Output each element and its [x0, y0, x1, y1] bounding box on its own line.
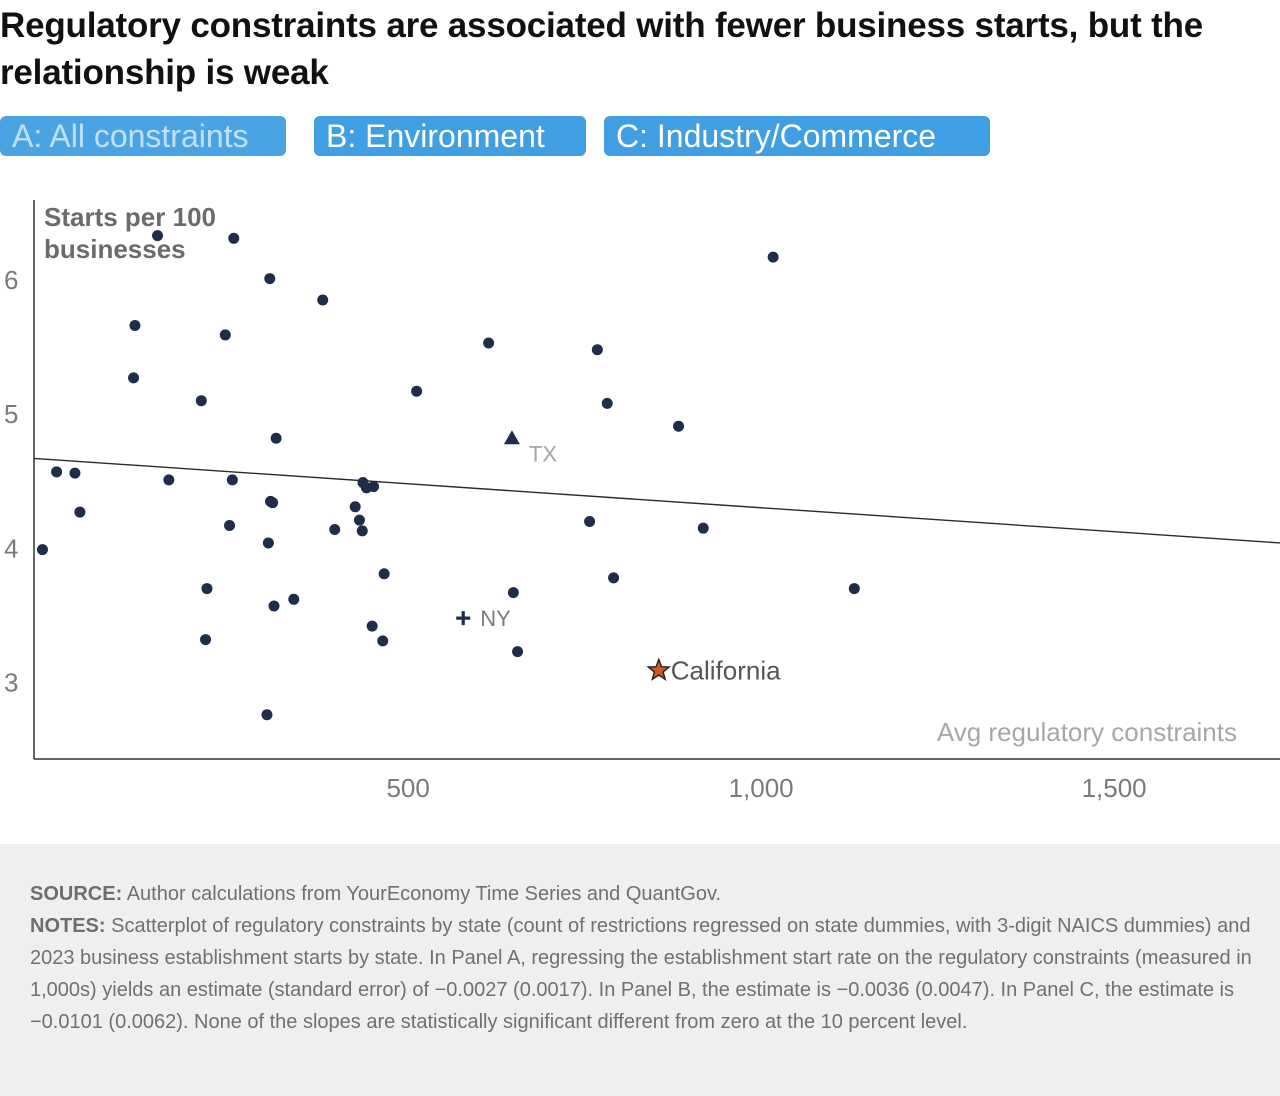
x-tick-label: 500	[386, 773, 429, 803]
data-point	[673, 420, 685, 432]
data-point	[377, 635, 389, 647]
tx-triangle-marker	[503, 430, 520, 445]
x-tick-label: 1,000	[729, 773, 794, 803]
data-point	[848, 583, 860, 595]
source-text: Author calculations from YourEconomy Tim…	[122, 883, 722, 905]
y-tick-label: 5	[4, 399, 18, 429]
y-axis-label-line-1: Starts per 100	[44, 202, 216, 232]
x-axis-label: Avg regulatory constraints	[937, 717, 1237, 747]
data-point	[201, 583, 213, 595]
data-point	[366, 620, 378, 632]
data-point	[152, 230, 164, 242]
data-point	[51, 466, 63, 478]
source-label: SOURCE:	[30, 883, 123, 905]
data-point	[697, 522, 709, 534]
ny-label: NY	[480, 606, 511, 631]
footer-text: SOURCE: Author calculations from YourEco…	[30, 878, 1260, 1038]
data-point	[483, 337, 495, 349]
data-point	[128, 372, 140, 384]
data-point	[267, 497, 279, 509]
data-point	[512, 646, 524, 658]
data-point	[129, 320, 141, 332]
data-point	[163, 474, 175, 486]
data-point	[378, 568, 390, 580]
axes: 3 4 5 6 500 1,000 1,500	[4, 200, 1280, 803]
data-point	[767, 251, 779, 263]
data-point	[353, 514, 365, 526]
data-point	[411, 385, 423, 397]
data-point	[584, 515, 596, 527]
data-point	[264, 273, 276, 285]
tab-all-constraints[interactable]: A: All constraints	[0, 116, 286, 156]
data-point	[228, 232, 240, 244]
tab-environment[interactable]: B: Environment	[314, 116, 586, 156]
data-point	[74, 506, 86, 518]
data-point	[349, 501, 361, 513]
data-point	[200, 634, 212, 646]
data-point	[261, 709, 273, 721]
y-tick-label: 3	[4, 668, 18, 698]
trendline	[33, 457, 1280, 544]
data-point	[262, 537, 274, 549]
data-point	[195, 395, 207, 407]
data-point	[69, 467, 81, 479]
footer-panel	[0, 844, 1280, 1096]
data-point	[317, 294, 329, 306]
chart-title: Regulatory constraints are associated wi…	[0, 6, 1203, 92]
data-point	[356, 525, 368, 537]
data-points	[36, 230, 860, 721]
data-point	[224, 519, 236, 531]
data-point	[219, 329, 231, 341]
notes-text: Scatterplot of regulatory constraints by…	[30, 915, 1252, 1033]
tab-industry-commerce[interactable]: C: Industry/Commerce	[604, 116, 990, 156]
california-label: California	[671, 655, 781, 685]
data-point	[601, 397, 613, 409]
ny-plus-marker	[456, 611, 471, 626]
data-point	[270, 432, 282, 444]
x-tick-label: 1,500	[1082, 773, 1147, 803]
y-tick-label: 6	[4, 265, 18, 295]
california-star-marker	[646, 657, 672, 681]
notes-label: NOTES:	[30, 915, 106, 937]
data-point	[591, 344, 603, 356]
data-point	[36, 544, 48, 556]
data-point	[608, 572, 620, 584]
tx-label: TX	[529, 441, 557, 466]
trendline-group	[33, 457, 1280, 544]
data-point	[288, 593, 300, 605]
y-tick-label: 4	[4, 533, 18, 563]
data-point	[368, 481, 380, 493]
data-point	[329, 524, 341, 536]
data-point	[268, 600, 280, 612]
data-point	[507, 587, 519, 599]
scatter-chart: 3 4 5 6 500 1,000 1,500 TX NY California Starts …	[4, 200, 1280, 803]
data-point	[226, 474, 238, 486]
highlighted-states: TX NY California	[456, 430, 781, 685]
y-axis-label-line-2: businesses	[44, 234, 186, 264]
